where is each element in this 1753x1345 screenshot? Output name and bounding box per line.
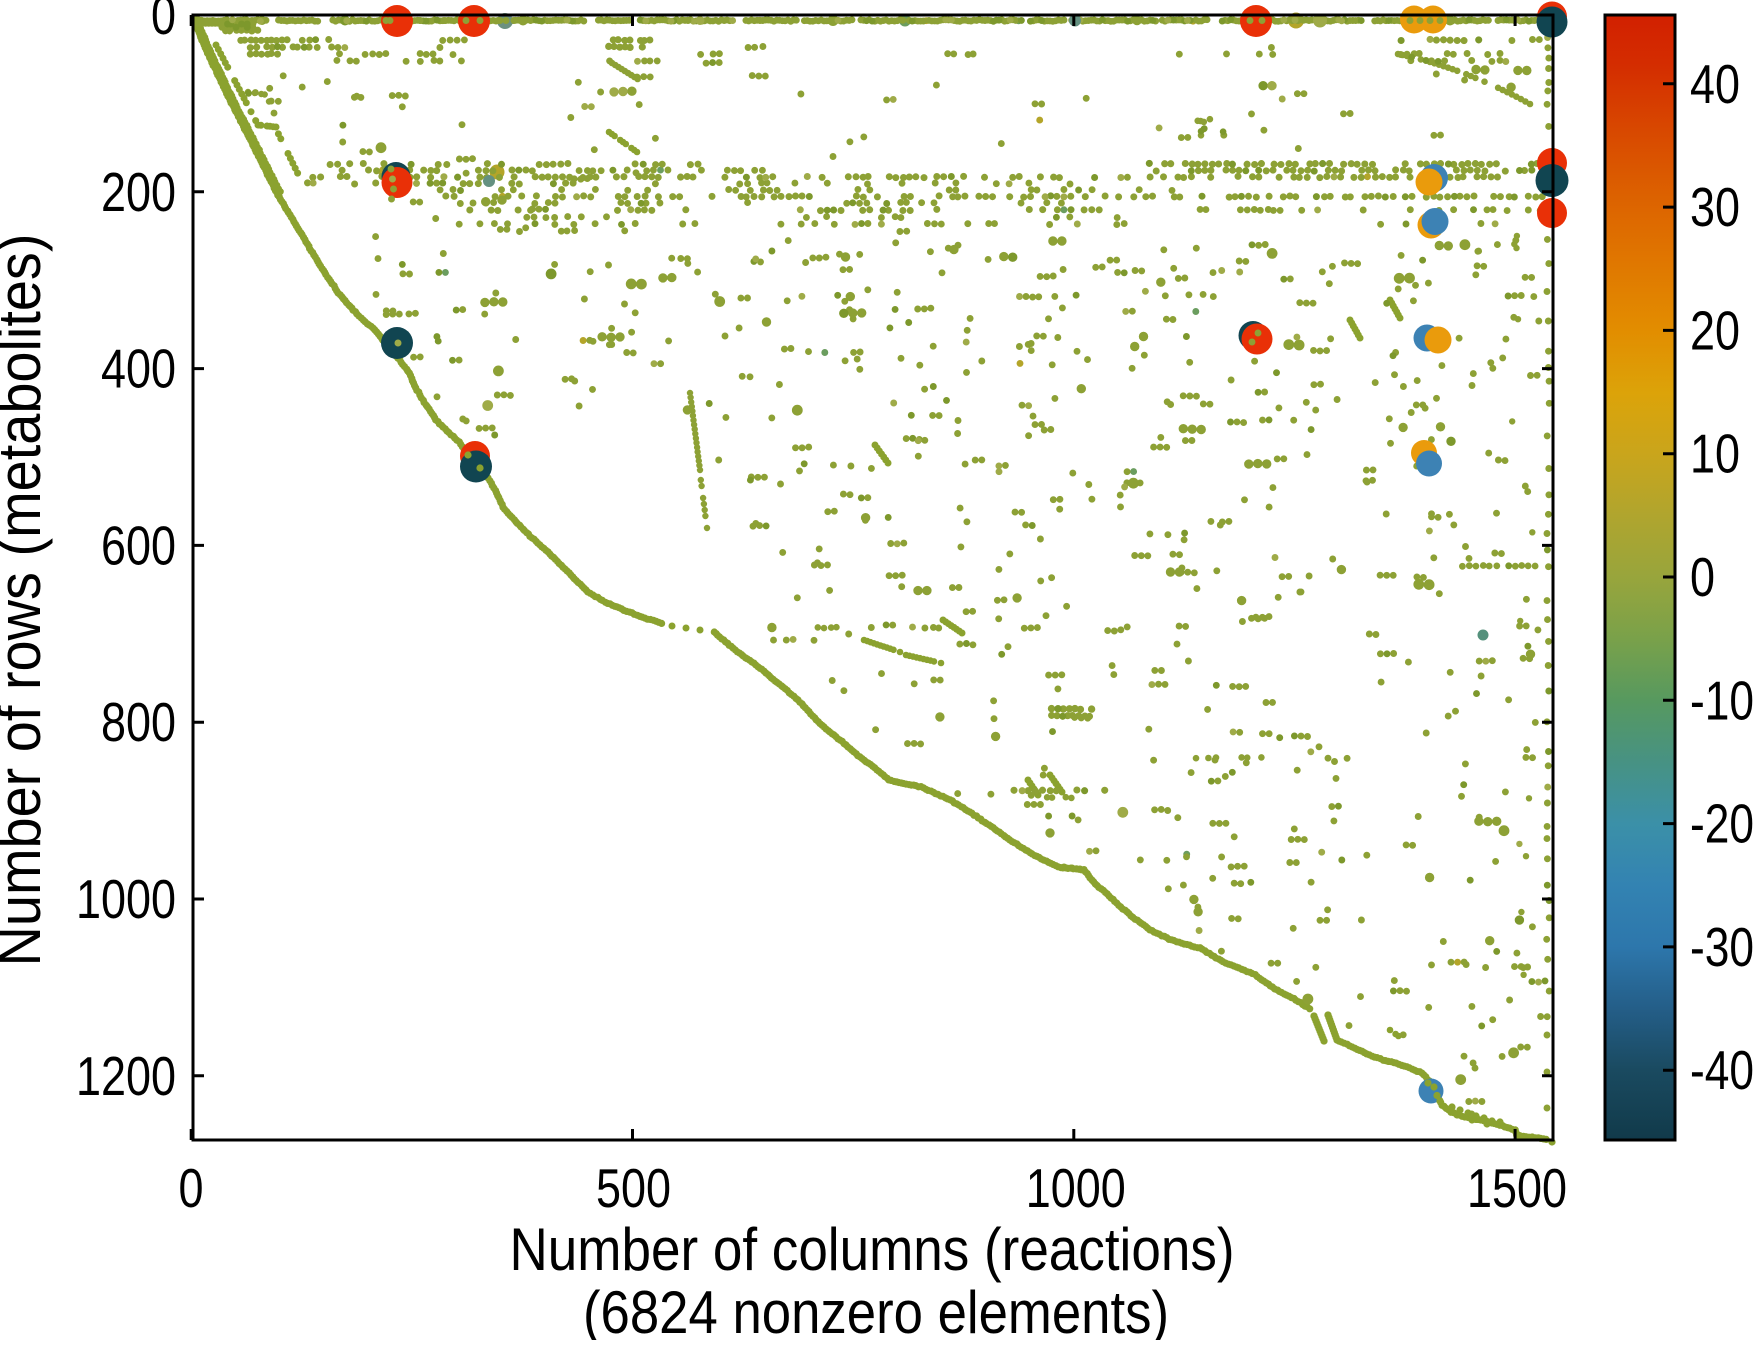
svg-text:10: 10 <box>1690 423 1740 485</box>
svg-text:600: 600 <box>101 514 176 576</box>
svg-text:1200: 1200 <box>76 1045 176 1107</box>
svg-text:0: 0 <box>151 0 176 46</box>
svg-text:-20: -20 <box>1690 793 1753 855</box>
svg-text:Number of rows (metabolites): Number of rows (metabolites) <box>0 234 53 967</box>
svg-text:0: 0 <box>1690 546 1715 608</box>
svg-text:30: 30 <box>1690 176 1740 238</box>
svg-text:20: 20 <box>1690 299 1740 361</box>
svg-text:200: 200 <box>101 161 176 223</box>
svg-text:(6824 nonzero elements): (6824 nonzero elements) <box>583 1279 1169 1340</box>
svg-text:1500: 1500 <box>1467 1157 1567 1219</box>
svg-text:400: 400 <box>101 338 176 400</box>
svg-text:800: 800 <box>101 691 176 753</box>
svg-text:40: 40 <box>1690 53 1740 115</box>
svg-text:Number of columns (reactions): Number of columns (reactions) <box>510 1216 1235 1283</box>
svg-text:-10: -10 <box>1690 669 1753 731</box>
svg-text:1000: 1000 <box>76 868 176 930</box>
svg-text:-40: -40 <box>1690 1039 1753 1101</box>
svg-text:0: 0 <box>179 1157 204 1219</box>
svg-text:-30: -30 <box>1690 916 1753 978</box>
svg-text:1000: 1000 <box>1026 1157 1126 1219</box>
svg-text:500: 500 <box>596 1157 671 1219</box>
